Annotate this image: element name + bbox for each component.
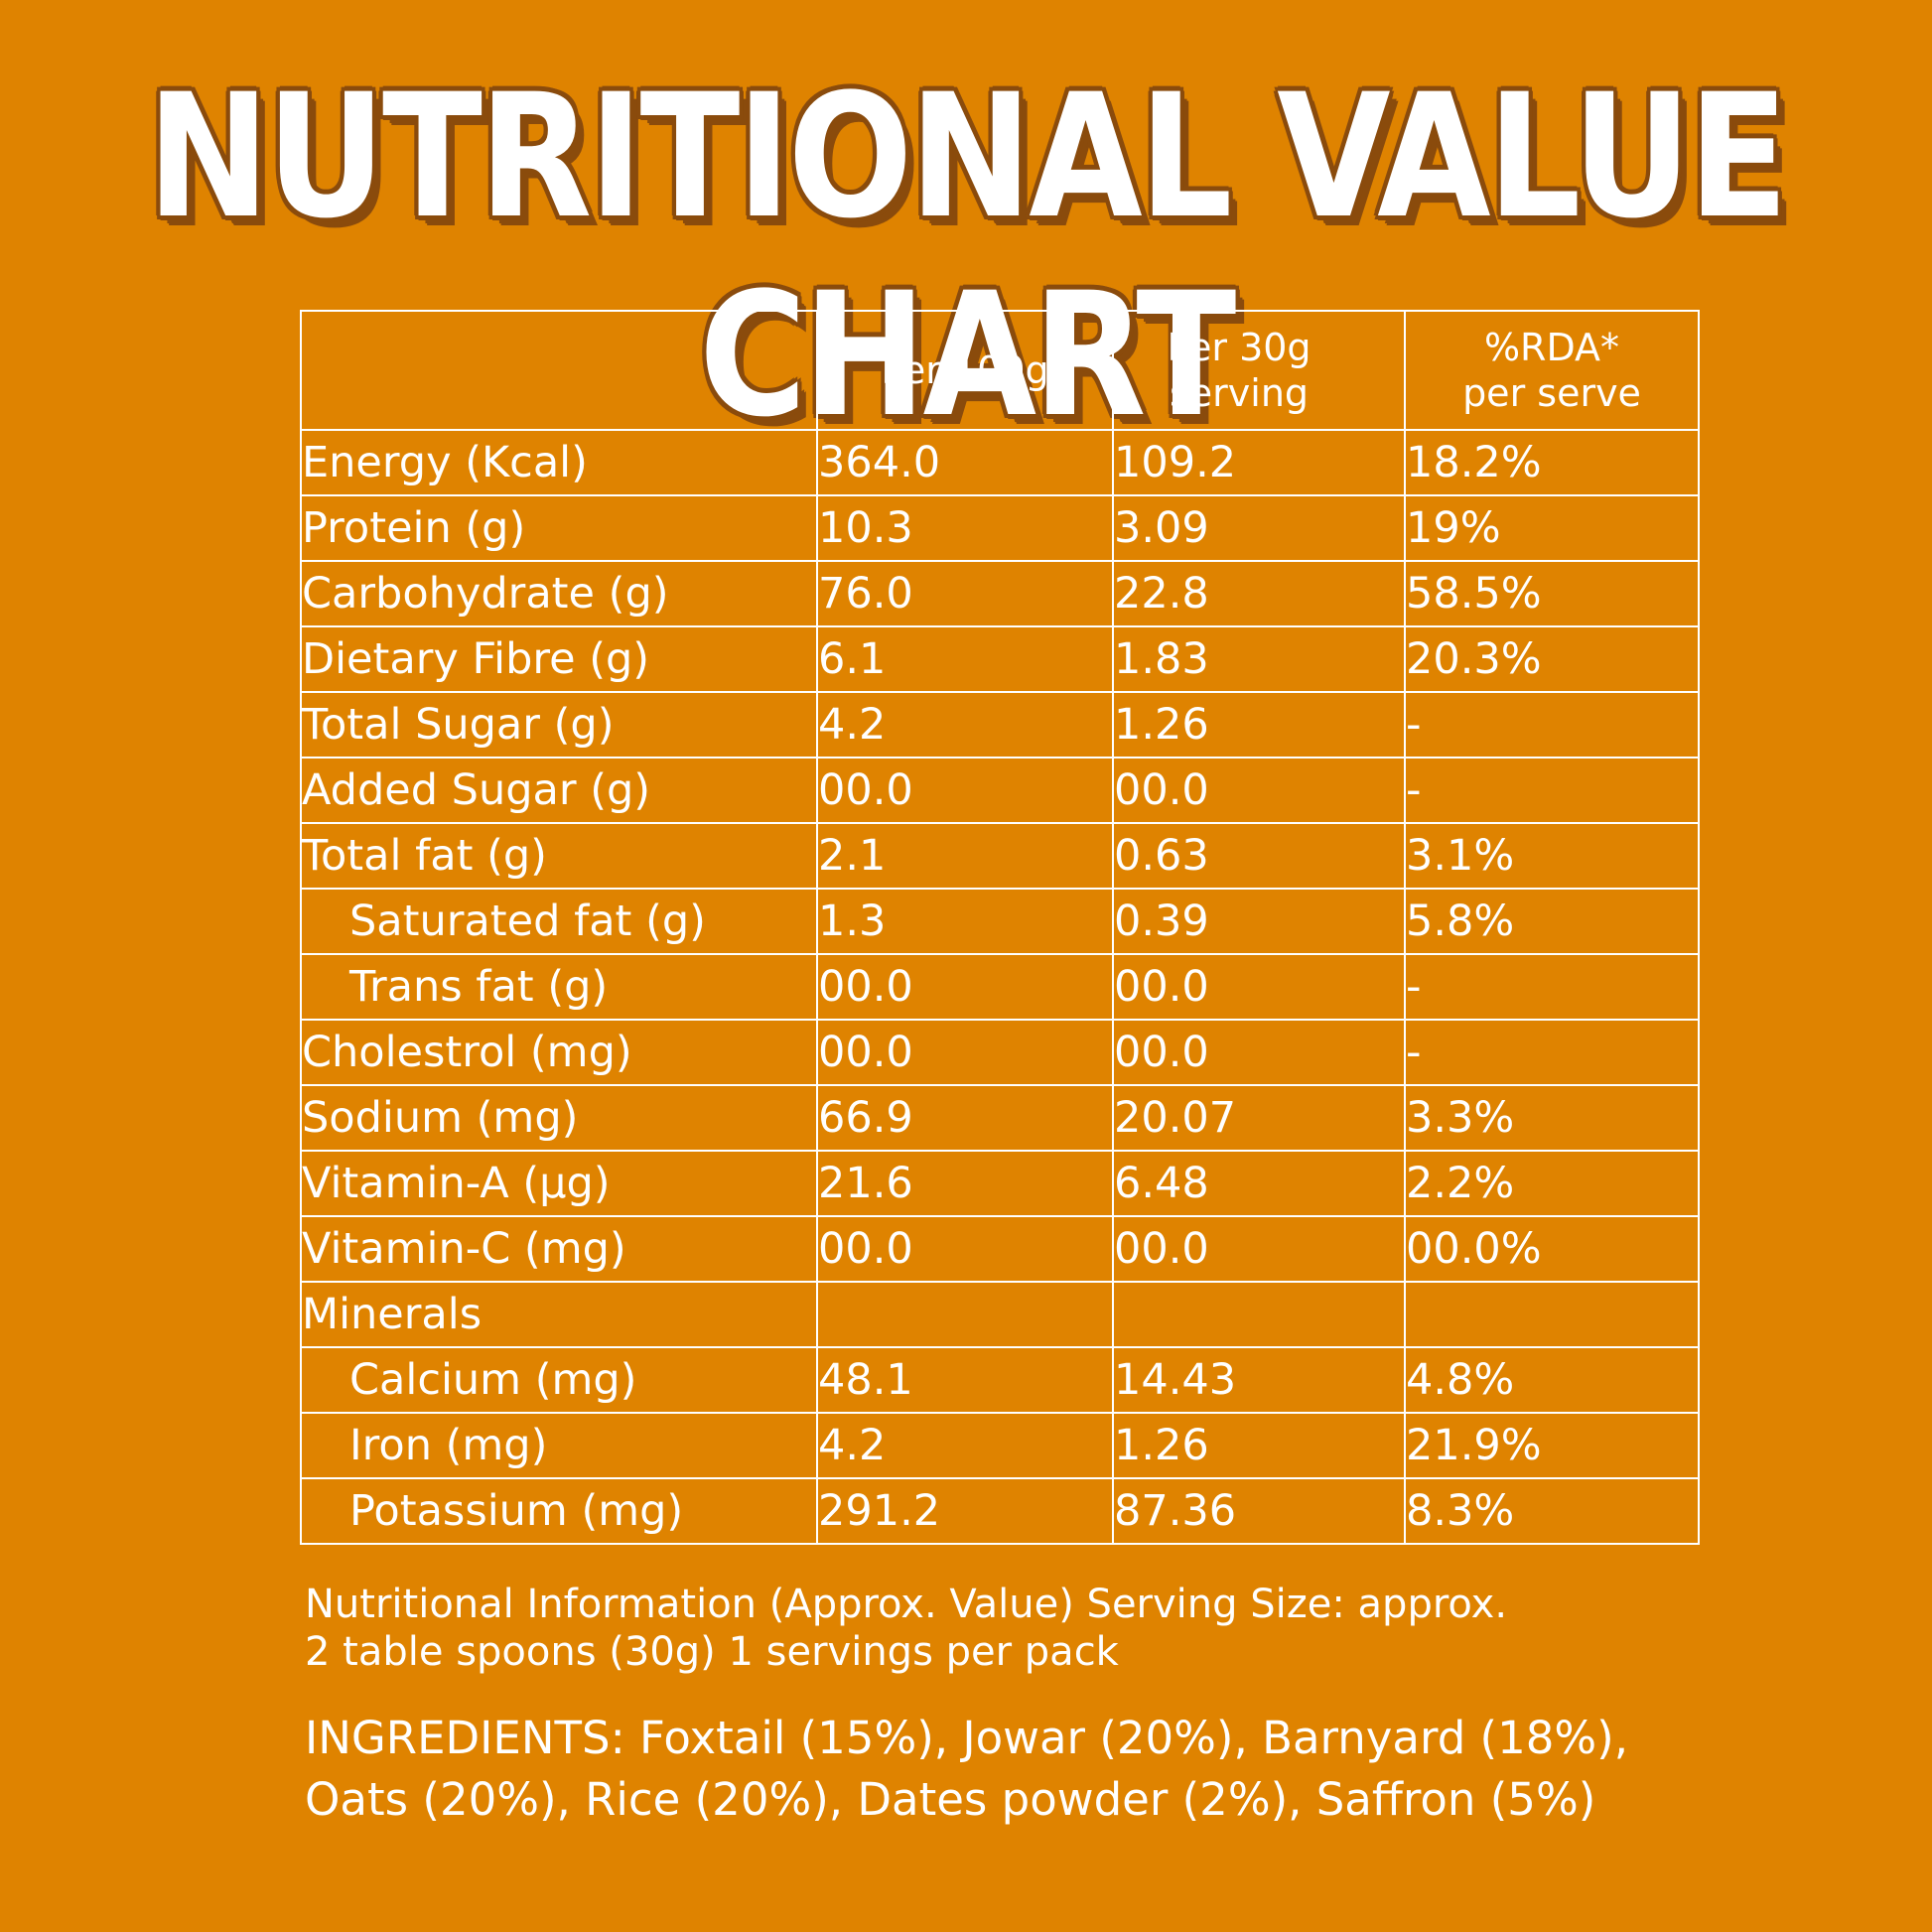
per-100g-value: 2.1 bbox=[816, 822, 1114, 890]
table-row: Total fat (g) 2.1 0.63 3.1% bbox=[300, 822, 1700, 890]
per-100g-value: 1.3 bbox=[816, 888, 1114, 955]
rda-value: 58.5% bbox=[1404, 560, 1700, 627]
nutrient-name: Protein (g) bbox=[300, 494, 818, 562]
serving-note: Nutritional Information (Approx. Value) … bbox=[305, 1581, 1595, 1676]
ingredients-text: INGREDIENTS: Foxtail (15%), Jowar (20%),… bbox=[305, 1712, 1628, 1826]
per-100g-value: 4.2 bbox=[816, 691, 1114, 759]
table-row: Sodium (mg) 66.9 20.07 3.3% bbox=[300, 1084, 1700, 1152]
header-per-30g-serving: Per 30g serving bbox=[1112, 310, 1406, 431]
per-100g-value: 00.0 bbox=[816, 953, 1114, 1021]
rda-value: 5.8% bbox=[1404, 888, 1700, 955]
nutrient-name: Calcium (mg) bbox=[300, 1346, 818, 1414]
nutrient-name: Iron (mg) bbox=[300, 1412, 818, 1479]
rda-value: 19% bbox=[1404, 494, 1700, 562]
per-100g-value: 291.2 bbox=[816, 1477, 1114, 1545]
per-100g-value: 00.0 bbox=[816, 1215, 1114, 1283]
table-row: Carbohydrate (g) 76.0 22.8 58.5% bbox=[300, 560, 1700, 627]
per-30g-value: 22.8 bbox=[1112, 560, 1406, 627]
per-30g-value: 1.83 bbox=[1112, 625, 1406, 693]
nutrient-name: Minerals bbox=[300, 1281, 818, 1348]
per-30g-value: 00.0 bbox=[1112, 1019, 1406, 1086]
table-row: Vitamin-C (mg) 00.0 00.0 00.0% bbox=[300, 1215, 1700, 1283]
nutrient-name: Total Sugar (g) bbox=[300, 691, 818, 759]
rda-value: 3.3% bbox=[1404, 1084, 1700, 1152]
per-30g-value: 14.43 bbox=[1112, 1346, 1406, 1414]
rda-value: 18.2% bbox=[1404, 429, 1700, 496]
nutrient-name: Vitamin-A (µg) bbox=[300, 1150, 818, 1217]
table-header-row: Per 100g Per 30g serving %RDA* per serve bbox=[300, 310, 1700, 431]
table-row: Cholestrol (mg) 00.0 00.0 - bbox=[300, 1019, 1700, 1086]
serving-note-line-1: Nutritional Information (Approx. Value) … bbox=[305, 1582, 1508, 1627]
per-30g-value: 0.39 bbox=[1112, 888, 1406, 955]
rda-value: 21.9% bbox=[1404, 1412, 1700, 1479]
per-30g-value: 00.0 bbox=[1112, 757, 1406, 824]
nutrition-table: Per 100g Per 30g serving %RDA* per serve… bbox=[300, 310, 1700, 1545]
nutrient-name: Carbohydrate (g) bbox=[300, 560, 818, 627]
nutrient-name: Sodium (mg) bbox=[300, 1084, 818, 1152]
nutrient-name: Saturated fat (g) bbox=[300, 888, 818, 955]
header-nutrient bbox=[300, 310, 818, 431]
per-30g-value: 20.07 bbox=[1112, 1084, 1406, 1152]
table-row: Vitamin-A (µg) 21.6 6.48 2.2% bbox=[300, 1150, 1700, 1217]
serving-note-line-2: 2 table spoons (30g) 1 servings per pack bbox=[305, 1629, 1119, 1675]
per-30g-value: 3.09 bbox=[1112, 494, 1406, 562]
per-100g-value: 48.1 bbox=[816, 1346, 1114, 1414]
rda-value: - bbox=[1404, 1019, 1700, 1086]
per-100g-value: 10.3 bbox=[816, 494, 1114, 562]
nutrient-name: Energy (Kcal) bbox=[300, 429, 818, 496]
table-row: Trans fat (g) 00.0 00.0 - bbox=[300, 953, 1700, 1021]
rda-value bbox=[1404, 1281, 1700, 1348]
rda-value: 8.3% bbox=[1404, 1477, 1700, 1545]
per-100g-value: 00.0 bbox=[816, 757, 1114, 824]
nutrient-name: Added Sugar (g) bbox=[300, 757, 818, 824]
table-row: Dietary Fibre (g) 6.1 1.83 20.3% bbox=[300, 625, 1700, 693]
table-row: Calcium (mg) 48.1 14.43 4.8% bbox=[300, 1346, 1700, 1414]
table-row: Iron (mg) 4.2 1.26 21.9% bbox=[300, 1412, 1700, 1479]
rda-value: - bbox=[1404, 757, 1700, 824]
header-rda-per-serve: %RDA* per serve bbox=[1404, 310, 1700, 431]
per-30g-value: 1.26 bbox=[1112, 691, 1406, 759]
per-100g-value: 00.0 bbox=[816, 1019, 1114, 1086]
table-row: Protein (g) 10.3 3.09 19% bbox=[300, 494, 1700, 562]
nutrient-name: Cholestrol (mg) bbox=[300, 1019, 818, 1086]
rda-value: - bbox=[1404, 953, 1700, 1021]
table-row: Potassium (mg) 291.2 87.36 8.3% bbox=[300, 1477, 1700, 1545]
per-100g-value: 364.0 bbox=[816, 429, 1114, 496]
rda-value: 00.0% bbox=[1404, 1215, 1700, 1283]
nutrient-name: Trans fat (g) bbox=[300, 953, 818, 1021]
per-30g-value: 6.48 bbox=[1112, 1150, 1406, 1217]
header-per-100g: Per 100g bbox=[816, 310, 1114, 431]
rda-value: 3.1% bbox=[1404, 822, 1700, 890]
rda-value: - bbox=[1404, 691, 1700, 759]
table-row: Energy (Kcal) 364.0 109.2 18.2% bbox=[300, 429, 1700, 496]
per-100g-value: 21.6 bbox=[816, 1150, 1114, 1217]
per-100g-value: 6.1 bbox=[816, 625, 1114, 693]
per-30g-value: 1.26 bbox=[1112, 1412, 1406, 1479]
per-100g-value: 76.0 bbox=[816, 560, 1114, 627]
table-row: Total Sugar (g) 4.2 1.26 - bbox=[300, 691, 1700, 759]
table-row: Saturated fat (g) 1.3 0.39 5.8% bbox=[300, 888, 1700, 955]
table-row: Added Sugar (g) 00.0 00.0 - bbox=[300, 757, 1700, 824]
rda-value: 2.2% bbox=[1404, 1150, 1700, 1217]
nutrient-name: Vitamin-C (mg) bbox=[300, 1215, 818, 1283]
per-30g-value: 00.0 bbox=[1112, 1215, 1406, 1283]
per-100g-value: 4.2 bbox=[816, 1412, 1114, 1479]
rda-value: 4.8% bbox=[1404, 1346, 1700, 1414]
rda-value: 20.3% bbox=[1404, 625, 1700, 693]
per-100g-value bbox=[816, 1281, 1114, 1348]
per-30g-value: 109.2 bbox=[1112, 429, 1406, 496]
per-30g-value: 00.0 bbox=[1112, 953, 1406, 1021]
nutrient-name: Dietary Fibre (g) bbox=[300, 625, 818, 693]
per-30g-value bbox=[1112, 1281, 1406, 1348]
nutrient-name: Total fat (g) bbox=[300, 822, 818, 890]
table-row: Minerals bbox=[300, 1281, 1700, 1348]
per-30g-value: 87.36 bbox=[1112, 1477, 1406, 1545]
nutrient-name: Potassium (mg) bbox=[300, 1477, 818, 1545]
per-30g-value: 0.63 bbox=[1112, 822, 1406, 890]
per-100g-value: 66.9 bbox=[816, 1084, 1114, 1152]
